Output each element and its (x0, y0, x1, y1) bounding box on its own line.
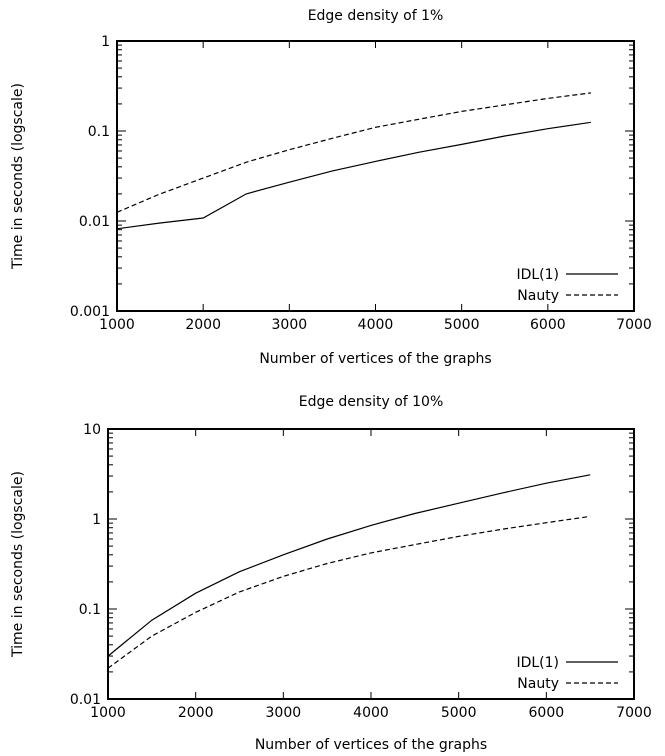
chart-panel-1: Edge density of 1% 1000 2000 3000 4000 5000 60… (10, 8, 652, 367)
series-line-idl-1 (107, 474, 591, 657)
y-tick-label: 0.1 (88, 124, 110, 140)
y-axis: 0.01 0.1 1 10 (70, 422, 634, 708)
legend-label: IDL(1) (516, 655, 559, 671)
x-tick-label: 6000 (530, 317, 566, 333)
y-tick-label: 1 (101, 34, 110, 50)
x-tick-label: 2000 (178, 705, 214, 721)
y-axis-label: Time in seconds (logscale) (10, 471, 26, 658)
y-tick-label: 1 (92, 512, 101, 528)
y-tick-label: 0.1 (79, 602, 101, 618)
y-axis-label: Time in seconds (logscale) (10, 83, 26, 270)
x-tick-label: 4000 (353, 705, 389, 721)
x-axis: 1000 2000 3000 4000 5000 6000 7000 (99, 41, 652, 333)
x-tick-label: 5000 (441, 705, 477, 721)
series-line-nauty (107, 515, 591, 669)
x-axis: 1000 2000 3000 4000 5000 6000 7000 (90, 429, 652, 721)
x-tick-label: 3000 (272, 317, 308, 333)
x-tick-label: 5000 (444, 317, 480, 333)
x-tick-label: 2000 (185, 317, 221, 333)
x-axis-label: Number of vertices of the graphs (255, 737, 487, 753)
chart-title: Edge density of 1% (308, 8, 444, 24)
legend-label: Nauty (517, 288, 559, 304)
series-line-idl-1 (116, 121, 591, 230)
y-axis: 0.001 0.01 0.1 1 (70, 34, 634, 320)
chart-title: Edge density of 10% (299, 394, 444, 410)
y-tick-label: 0.001 (70, 304, 110, 320)
y-tick-label: 0.01 (70, 692, 101, 708)
x-tick-label: 1000 (90, 705, 126, 721)
legend-label: IDL(1) (516, 267, 559, 283)
legend: IDL(1) Nauty (516, 655, 618, 692)
chart-panel-2: Edge density of 10% 1000 2000 3000 4000 5000 6… (10, 394, 652, 753)
legend: IDL(1) Nauty (516, 267, 618, 304)
x-tick-label: 1000 (99, 317, 135, 333)
x-tick-label: 7000 (616, 705, 652, 721)
y-tick-label: 0.01 (79, 214, 110, 230)
x-tick-label: 6000 (529, 705, 565, 721)
series-line-nauty (116, 92, 591, 213)
y-tick-label: 10 (83, 422, 101, 438)
x-axis-label: Number of vertices of the graphs (259, 351, 491, 367)
x-tick-label: 3000 (266, 705, 302, 721)
x-tick-label: 7000 (616, 317, 652, 333)
x-tick-label: 4000 (358, 317, 394, 333)
legend-label: Nauty (517, 676, 559, 692)
